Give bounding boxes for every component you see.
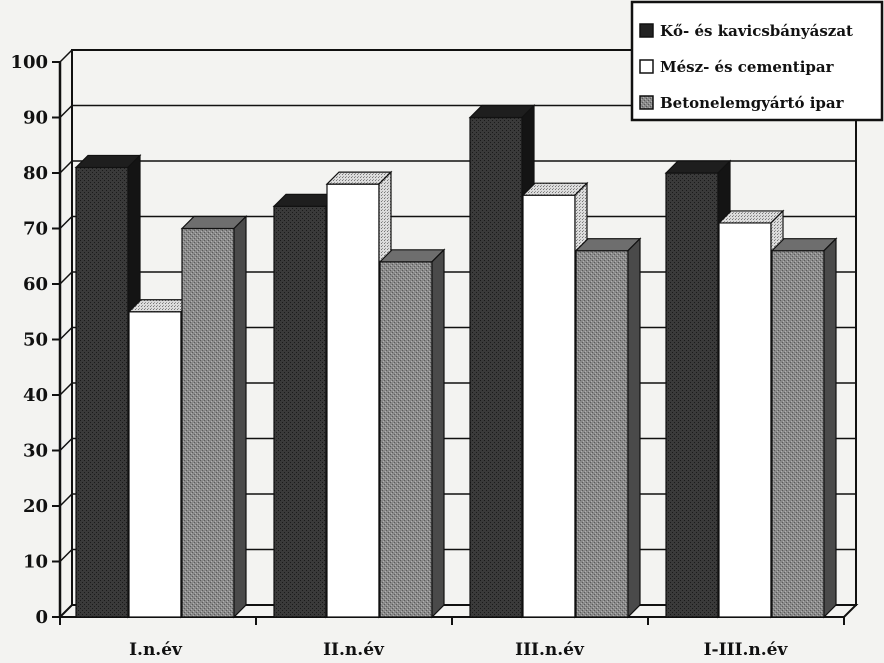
legend-label: Mész- és cementipar (660, 58, 835, 76)
y-tick-label: 90 (23, 108, 48, 129)
gridline-side (59, 437, 73, 452)
axis-labels: 0 10 20 30 40 50 60 70 80 90 100 I.n.év II.n.év III.n… (10, 52, 788, 660)
gridline-side (59, 493, 73, 507)
x-tick-label: I-III.n.év (704, 640, 789, 660)
y-tick-label: 10 (23, 552, 48, 573)
y-tick-label: 0 (35, 607, 48, 628)
bar (575, 250, 629, 618)
bar (75, 166, 129, 618)
y-tick-label: 40 (23, 385, 48, 406)
bar-side (627, 237, 641, 619)
bar-side (233, 215, 247, 619)
bar (379, 261, 433, 618)
gridline-side (59, 49, 73, 63)
legend-box (630, 0, 884, 122)
bars (74, 104, 838, 619)
y-tick-label: 60 (23, 274, 48, 295)
gridline-side (59, 382, 73, 396)
gridline-side (59, 215, 73, 230)
y-tick-label: 100 (10, 52, 48, 73)
bar (718, 222, 772, 618)
legend-swatch (639, 23, 654, 38)
bar (771, 250, 825, 618)
bar (273, 205, 327, 618)
y-tick-label: 20 (23, 496, 48, 517)
bar-side (431, 248, 445, 619)
gridline-side (59, 104, 73, 119)
legend-swatch (639, 59, 654, 74)
gridline-side (59, 271, 73, 285)
x-tick-label: I.n.év (129, 640, 183, 660)
legend-label: Betonelemgyártó ipar (660, 94, 845, 112)
bar (181, 227, 235, 618)
y-tick-label: 30 (23, 441, 48, 462)
legend-label: Kő- és kavicsbányászat (660, 22, 853, 40)
legend: Kő- és kavicsbányászat Mész- és cementipa… (630, 0, 884, 122)
bar-side (823, 237, 837, 619)
gridline-side (59, 548, 73, 563)
y-tick-label: 70 (23, 219, 48, 240)
y-tick-label: 50 (23, 330, 48, 351)
x-tick-label: III.n.év (515, 640, 585, 660)
bar (469, 116, 523, 618)
gridline-side (59, 326, 73, 341)
bar (665, 172, 719, 618)
bar (326, 183, 380, 618)
y-tick-label: 80 (23, 163, 48, 184)
gridline-side (59, 160, 73, 174)
x-tick-label: II.n.év (323, 640, 385, 660)
bar (522, 194, 576, 618)
bar (128, 311, 182, 618)
legend-swatch (639, 95, 654, 110)
